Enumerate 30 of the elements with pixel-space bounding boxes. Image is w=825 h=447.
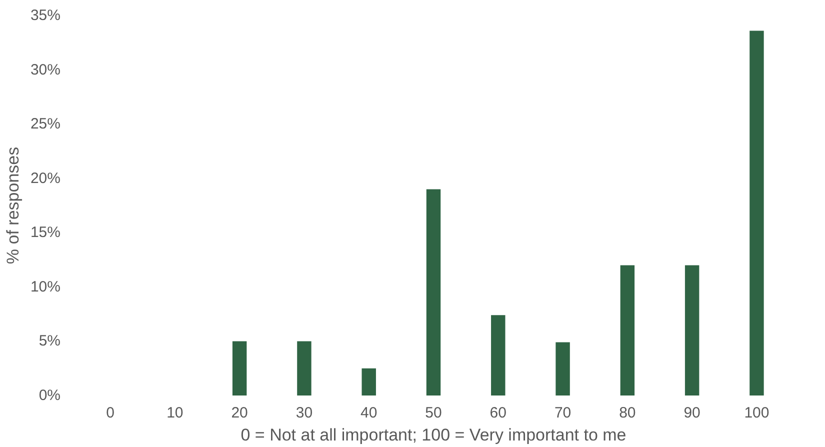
x-tick-label: 90 [684,404,700,422]
x-tick-label: 20 [231,404,248,422]
bar [426,189,441,396]
y-tick-label: 0% [38,387,61,404]
x-tick-label: 60 [490,404,506,422]
x-tick-label: 100 [744,404,770,422]
bar [297,341,312,396]
x-tick-label: 70 [554,404,572,422]
x-axis-title: 0 = Not at all important; 100 = Very important to me [240,426,626,444]
y-tick-label: 20% [30,170,61,187]
x-tick-label: 50 [425,404,442,422]
x-tick-label: 30 [296,404,313,422]
x-tick-label: 0 [106,404,114,422]
bar [556,342,570,396]
y-axis-title: % of responses [3,146,22,264]
y-tick-label: 5% [38,332,61,350]
bar [620,265,635,396]
bar [684,265,700,396]
y-tick-label: 35% [30,7,61,24]
x-tick-label: 40 [360,404,378,422]
y-tick-label: 15% [30,224,61,242]
bar [362,368,376,396]
x-tick-label: 10 [166,404,184,422]
bar [232,341,247,396]
y-tick-label: 10% [30,278,61,296]
x-tick-label: 80 [619,404,636,422]
y-tick-label: 25% [30,116,61,133]
y-tick-label: 30% [30,61,61,78]
bar [750,30,764,396]
bar [491,315,506,396]
